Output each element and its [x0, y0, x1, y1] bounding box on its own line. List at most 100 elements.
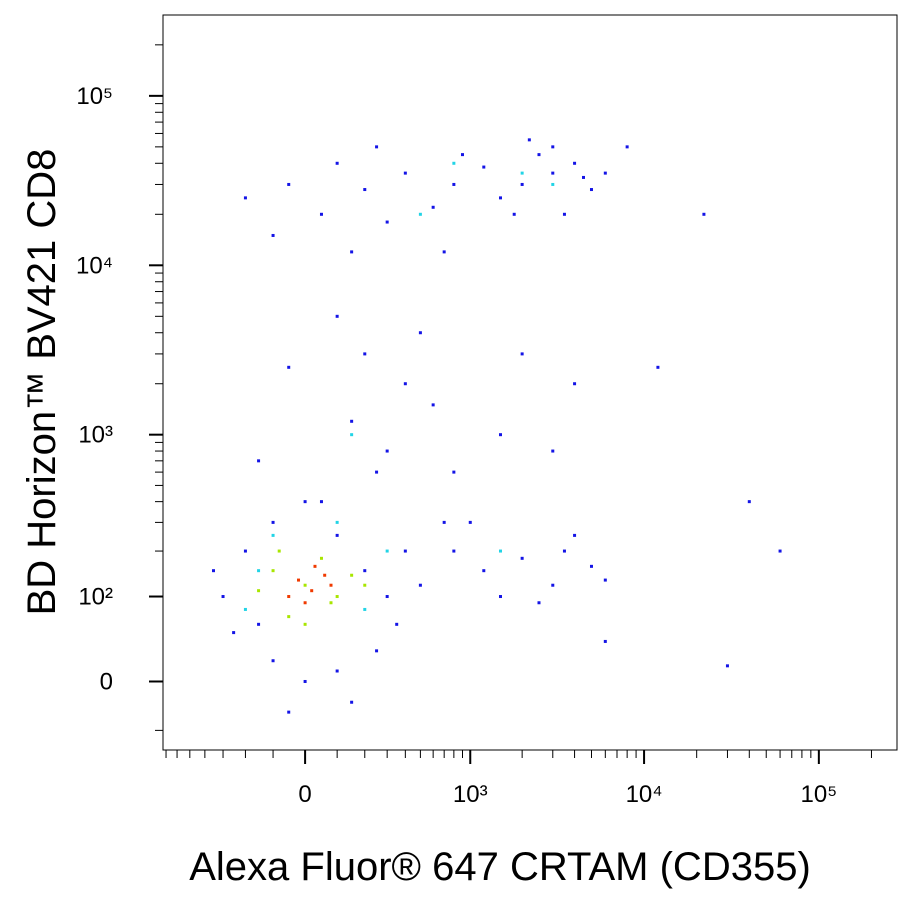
data-point [350, 433, 354, 437]
data-point [460, 153, 464, 157]
data-point [375, 470, 379, 474]
y-axis-title: BD Horizon™ BV421 CD8 [20, 149, 64, 616]
data-point [725, 664, 729, 668]
data-point [482, 569, 486, 573]
data-point [287, 182, 291, 186]
data-point [243, 607, 247, 611]
data-point [212, 569, 216, 573]
data-point [303, 500, 307, 504]
data-point [363, 607, 367, 611]
data-point [498, 196, 502, 200]
data-point [603, 578, 607, 582]
data-point [702, 212, 706, 216]
data-point [375, 145, 379, 149]
data-point [573, 161, 577, 165]
data-point [303, 622, 307, 626]
data-point [589, 564, 593, 568]
data-point [656, 365, 660, 369]
data-point [512, 212, 516, 216]
x-tick-label: 0 [298, 781, 311, 808]
data-point [468, 520, 472, 524]
data-point [319, 556, 323, 560]
data-point [537, 601, 541, 605]
data-point [350, 700, 354, 704]
x-tick-label: 10⁵ [801, 781, 838, 808]
data-point [431, 403, 435, 407]
data-point [319, 500, 323, 504]
data-point [551, 449, 555, 453]
data-point [335, 669, 339, 673]
data-point [350, 250, 354, 254]
data-point [221, 595, 225, 599]
data-point [385, 549, 389, 553]
data-point [527, 138, 531, 142]
data-point [313, 564, 317, 568]
data-point [287, 595, 291, 599]
data-point [625, 145, 629, 149]
data-point [403, 382, 407, 386]
data-point [385, 449, 389, 453]
data-point [297, 578, 301, 582]
plot-frame [162, 14, 898, 751]
data-point [581, 175, 585, 179]
data-point [310, 589, 314, 593]
data-point [335, 161, 339, 165]
data-point [363, 569, 367, 573]
data-point [520, 182, 524, 186]
data-point [418, 212, 422, 216]
data-point [520, 556, 524, 560]
x-tick-label: 10³ [453, 781, 488, 808]
data-point [385, 220, 389, 224]
data-point [498, 595, 502, 599]
data-point [551, 145, 555, 149]
data-point [287, 615, 291, 619]
data-point [498, 433, 502, 437]
data-point [603, 171, 607, 175]
data-point [498, 549, 502, 553]
y-tick-label: 10³ [78, 422, 113, 449]
y-tick-label: 10² [78, 584, 113, 611]
data-point [403, 549, 407, 553]
data-point [232, 631, 236, 635]
data-point [335, 314, 339, 318]
data-point [418, 331, 422, 335]
data-point [778, 549, 782, 553]
data-point [319, 212, 323, 216]
data-point [271, 520, 275, 524]
data-point [335, 595, 339, 599]
data-point [271, 233, 275, 237]
data-point [385, 595, 389, 599]
data-point [452, 549, 456, 553]
data-point [747, 500, 751, 504]
data-point [589, 188, 593, 192]
data-point [551, 583, 555, 587]
data-point [335, 520, 339, 524]
x-axis-title: Alexa Fluor® 647 CRTAM (CD355) [189, 845, 811, 889]
data-point [303, 679, 307, 683]
data-point [257, 569, 261, 573]
data-point [303, 601, 307, 605]
data-point [271, 569, 275, 573]
data-point [520, 171, 524, 175]
data-point [537, 153, 541, 157]
data-point [562, 549, 566, 553]
data-point [403, 171, 407, 175]
data-point [442, 520, 446, 524]
data-point [442, 250, 446, 254]
data-point [418, 583, 422, 587]
data-point [287, 365, 291, 369]
data-point [395, 622, 399, 626]
data-point [482, 165, 486, 169]
data-point [303, 583, 307, 587]
data-point [452, 470, 456, 474]
data-point [551, 182, 555, 186]
data-point [431, 205, 435, 209]
data-point [452, 161, 456, 165]
data-point [257, 622, 261, 626]
data-point [243, 196, 247, 200]
data-point [363, 583, 367, 587]
y-tick-label: 10⁴ [76, 252, 113, 279]
data-point [257, 459, 261, 463]
data-point [329, 583, 333, 587]
data-point [271, 533, 275, 537]
